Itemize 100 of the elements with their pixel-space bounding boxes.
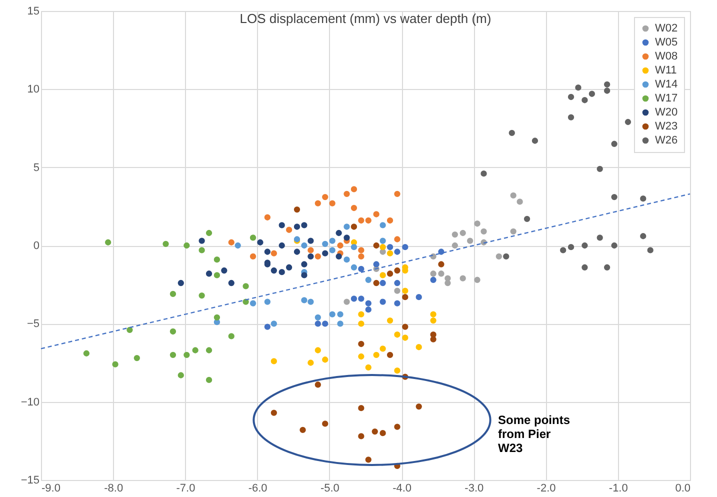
point [394, 424, 400, 430]
point [358, 296, 364, 302]
point [365, 300, 372, 306]
x-tick-label: -4.0 [392, 482, 412, 494]
point [588, 90, 596, 97]
point [365, 456, 372, 463]
point [402, 244, 408, 250]
point [350, 244, 358, 250]
legend-label: W17 [655, 92, 678, 104]
point [373, 352, 380, 358]
x-tick-label: -1.0 [608, 482, 628, 494]
point [336, 253, 342, 260]
point [372, 428, 378, 435]
point [228, 333, 234, 340]
legend-label: W14 [655, 78, 678, 90]
point [170, 290, 176, 298]
point [286, 264, 292, 270]
x-tick-label: -6.0 [248, 482, 268, 494]
x-tick-label: -3.0 [464, 482, 484, 494]
point [365, 364, 372, 371]
point [596, 234, 603, 241]
point [170, 352, 176, 358]
legend-label: W20 [655, 106, 678, 118]
point [264, 248, 271, 255]
point [270, 320, 277, 327]
point [250, 253, 256, 260]
point [460, 275, 466, 282]
legend-label: W11 [655, 64, 677, 76]
point [380, 238, 386, 244]
point [350, 264, 358, 270]
point [228, 280, 234, 286]
point [322, 250, 328, 256]
legend-label: W05 [655, 36, 678, 48]
point [221, 267, 228, 274]
point [394, 367, 400, 374]
point [386, 270, 394, 277]
point [640, 233, 646, 240]
point [380, 346, 386, 352]
x-tick-label: -2.0 [536, 482, 556, 494]
point [344, 298, 350, 305]
point [647, 247, 654, 254]
point [430, 311, 436, 318]
point [294, 248, 300, 255]
point [322, 240, 328, 248]
point [480, 170, 487, 177]
point [214, 272, 220, 278]
point [640, 196, 646, 202]
point [380, 298, 386, 305]
point [380, 244, 386, 250]
point [394, 248, 400, 255]
point [582, 242, 588, 249]
point [394, 288, 400, 294]
point [373, 280, 380, 286]
point [416, 403, 422, 410]
point [402, 288, 408, 294]
point [416, 294, 422, 300]
legend-label: W08 [655, 50, 678, 62]
point [329, 311, 336, 318]
point [394, 300, 400, 306]
point [611, 242, 618, 249]
y-tick-label: −10 [20, 396, 40, 408]
point [358, 340, 364, 348]
point [560, 247, 566, 254]
point [596, 166, 603, 172]
point [350, 186, 358, 192]
point [206, 376, 212, 384]
point [112, 361, 118, 368]
point [516, 198, 523, 205]
point [214, 314, 220, 320]
y-tick-label: 5 [33, 162, 40, 174]
point [198, 247, 205, 254]
point [568, 244, 574, 250]
point [386, 352, 394, 358]
point [438, 261, 444, 268]
point [365, 276, 372, 283]
x-tick-label: -7.0 [176, 482, 196, 494]
point [314, 200, 321, 206]
point [582, 97, 588, 104]
point [301, 242, 308, 249]
point [336, 230, 342, 236]
point [270, 410, 277, 416]
point [582, 264, 588, 270]
point [365, 306, 372, 313]
point [314, 314, 321, 320]
point [430, 270, 436, 277]
legend-label: W23 [655, 120, 678, 132]
point [308, 247, 314, 254]
point [250, 234, 256, 241]
point [308, 238, 314, 244]
point [604, 88, 610, 94]
chart-title: LOS displacement (mm) vs water depth (m) [240, 11, 492, 26]
point [474, 276, 480, 283]
point [264, 214, 271, 220]
point [358, 320, 364, 327]
point [329, 247, 336, 254]
point [126, 326, 133, 333]
point [214, 256, 220, 263]
point [344, 190, 350, 197]
point [184, 242, 190, 249]
point [278, 269, 285, 276]
